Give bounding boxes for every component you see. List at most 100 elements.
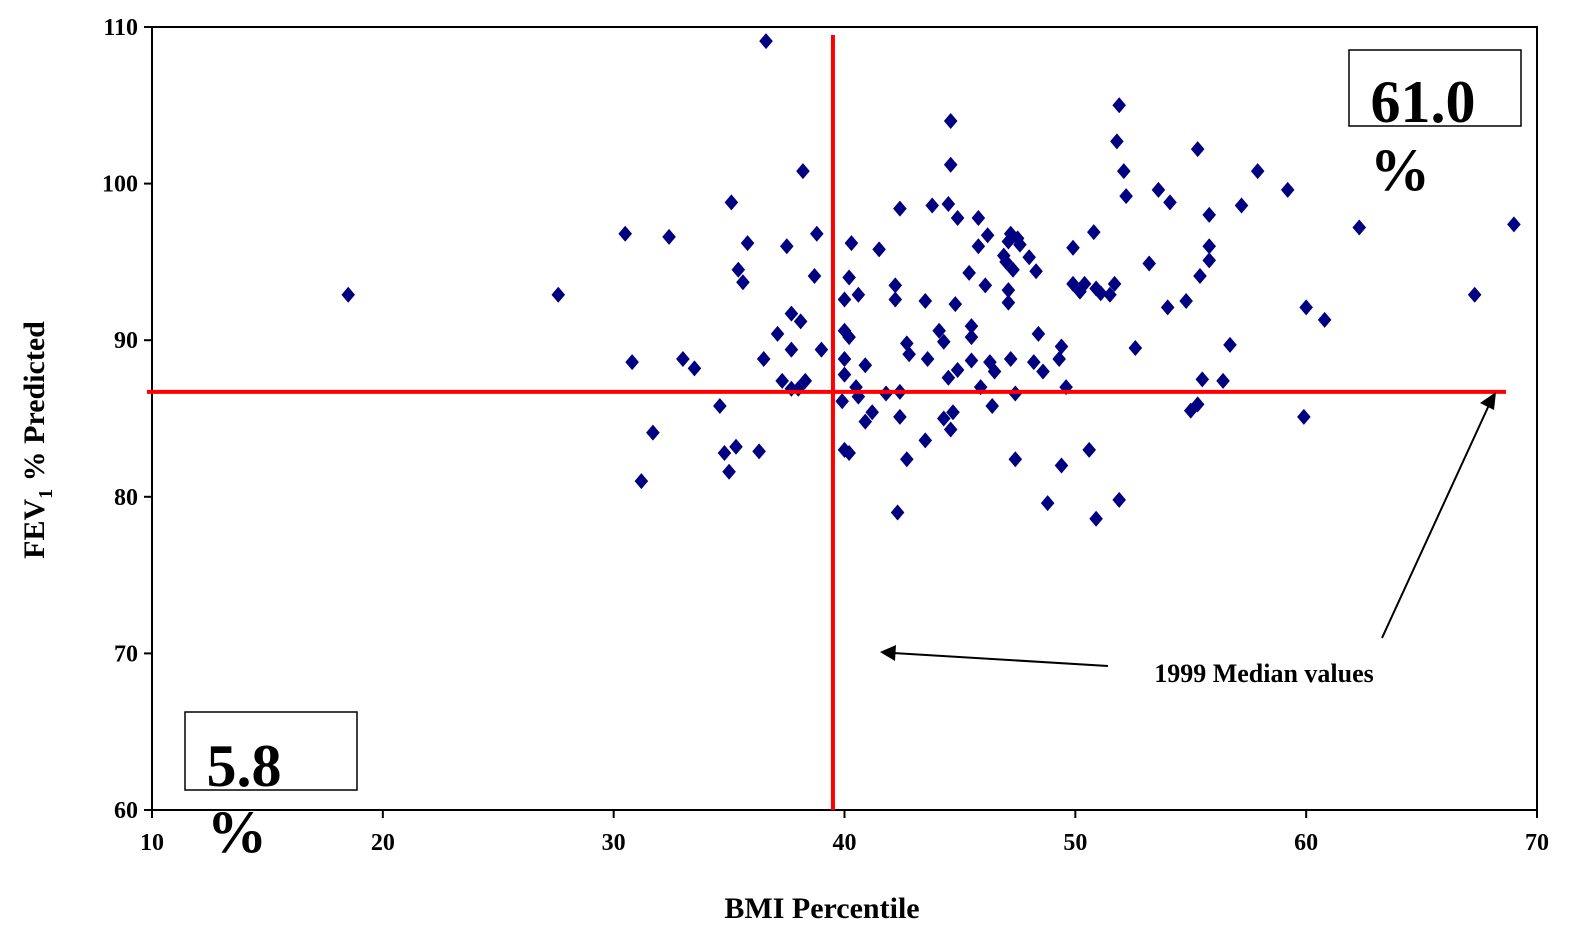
data-point <box>713 397 727 414</box>
data-point <box>784 305 799 322</box>
data-point <box>837 350 852 367</box>
data-point <box>1112 97 1126 114</box>
data-point <box>814 341 829 358</box>
data-point <box>1036 363 1050 380</box>
bottom-left-value: 5.8 <box>207 733 282 799</box>
data-point <box>810 225 824 242</box>
data-point <box>1250 163 1265 180</box>
data-point <box>1031 325 1046 342</box>
data-point <box>1202 252 1217 269</box>
data-point <box>551 286 566 303</box>
data-point <box>865 404 879 421</box>
data-point <box>900 451 914 468</box>
data-point <box>646 424 660 441</box>
y-axis-title-rest: % Predicted <box>18 321 51 489</box>
data-point <box>1001 294 1016 311</box>
data-point <box>888 291 903 308</box>
data-point <box>731 261 746 278</box>
data-point <box>978 277 993 294</box>
data-point <box>1223 336 1237 353</box>
data-point <box>1179 293 1193 310</box>
data-point <box>962 264 976 281</box>
data-point <box>1087 224 1101 241</box>
data-point <box>858 357 873 374</box>
data-point <box>1151 181 1166 198</box>
data-point <box>888 277 903 294</box>
data-point <box>893 408 907 425</box>
data-point <box>1317 311 1332 328</box>
data-point <box>987 363 1002 380</box>
data-point <box>943 112 958 129</box>
data-point <box>1003 350 1018 367</box>
median-annotation: 1999 Median values <box>880 392 1496 688</box>
data-point <box>1117 163 1131 180</box>
data-point <box>1013 236 1027 253</box>
data-point <box>1040 495 1055 512</box>
annotation-arrow-right <box>1381 404 1490 639</box>
data-point <box>842 444 856 461</box>
data-point <box>796 163 810 180</box>
data-point <box>1082 441 1096 458</box>
data-point <box>784 380 799 397</box>
data-point <box>779 238 794 255</box>
data-point <box>770 325 785 342</box>
y-tick-label: 110 <box>103 15 138 41</box>
data-point <box>1103 286 1117 303</box>
plot-frame <box>151 26 1538 811</box>
data-points <box>341 33 1521 527</box>
data-point <box>837 322 852 339</box>
data-point <box>717 444 732 461</box>
data-point <box>1029 263 1043 280</box>
data-point <box>948 296 963 313</box>
data-point <box>1160 299 1175 316</box>
data-point <box>1163 194 1177 211</box>
data-point <box>756 350 771 367</box>
data-point <box>722 463 736 480</box>
data-point <box>1352 219 1367 236</box>
data-point <box>842 269 856 286</box>
data-point <box>687 360 702 377</box>
y-tick-label: 100 <box>102 172 138 198</box>
data-point <box>1280 181 1295 198</box>
data-point <box>941 369 956 386</box>
data-point <box>759 33 773 50</box>
data-point <box>964 329 979 346</box>
data-point <box>1193 267 1207 284</box>
data-point <box>1195 371 1210 388</box>
data-point <box>784 341 799 358</box>
top-right-value: 61.0 <box>1371 69 1476 135</box>
data-point <box>1297 408 1311 425</box>
data-point <box>943 156 958 173</box>
data-point <box>918 432 933 449</box>
x-tick-label: 30 <box>602 830 626 856</box>
data-point <box>1089 510 1103 527</box>
data-point <box>1054 338 1069 355</box>
data-point <box>1112 491 1126 508</box>
data-point <box>835 393 849 410</box>
x-tick-label: 50 <box>1063 830 1087 856</box>
data-point <box>1202 206 1217 223</box>
data-point <box>918 293 933 310</box>
data-point <box>736 274 750 291</box>
data-point <box>1054 457 1069 474</box>
data-point <box>1299 299 1313 316</box>
data-point <box>1142 255 1156 272</box>
data-point <box>341 286 356 303</box>
data-point <box>964 318 979 335</box>
top-right-label-box <box>1348 49 1522 127</box>
data-point <box>1507 216 1521 233</box>
x-axis-title: BMI Percentile <box>724 892 919 925</box>
bottom-left-label-box <box>184 711 358 791</box>
data-point <box>1107 275 1122 292</box>
data-point <box>893 200 907 217</box>
data-point <box>1467 286 1482 303</box>
data-point <box>971 210 986 227</box>
data-point <box>837 366 852 383</box>
x-tick-label: 20 <box>371 830 395 856</box>
data-point <box>1234 197 1249 214</box>
data-point <box>1066 239 1080 256</box>
data-point <box>798 372 813 389</box>
data-point <box>985 397 1000 414</box>
data-point <box>1119 188 1133 205</box>
data-point <box>729 438 743 455</box>
